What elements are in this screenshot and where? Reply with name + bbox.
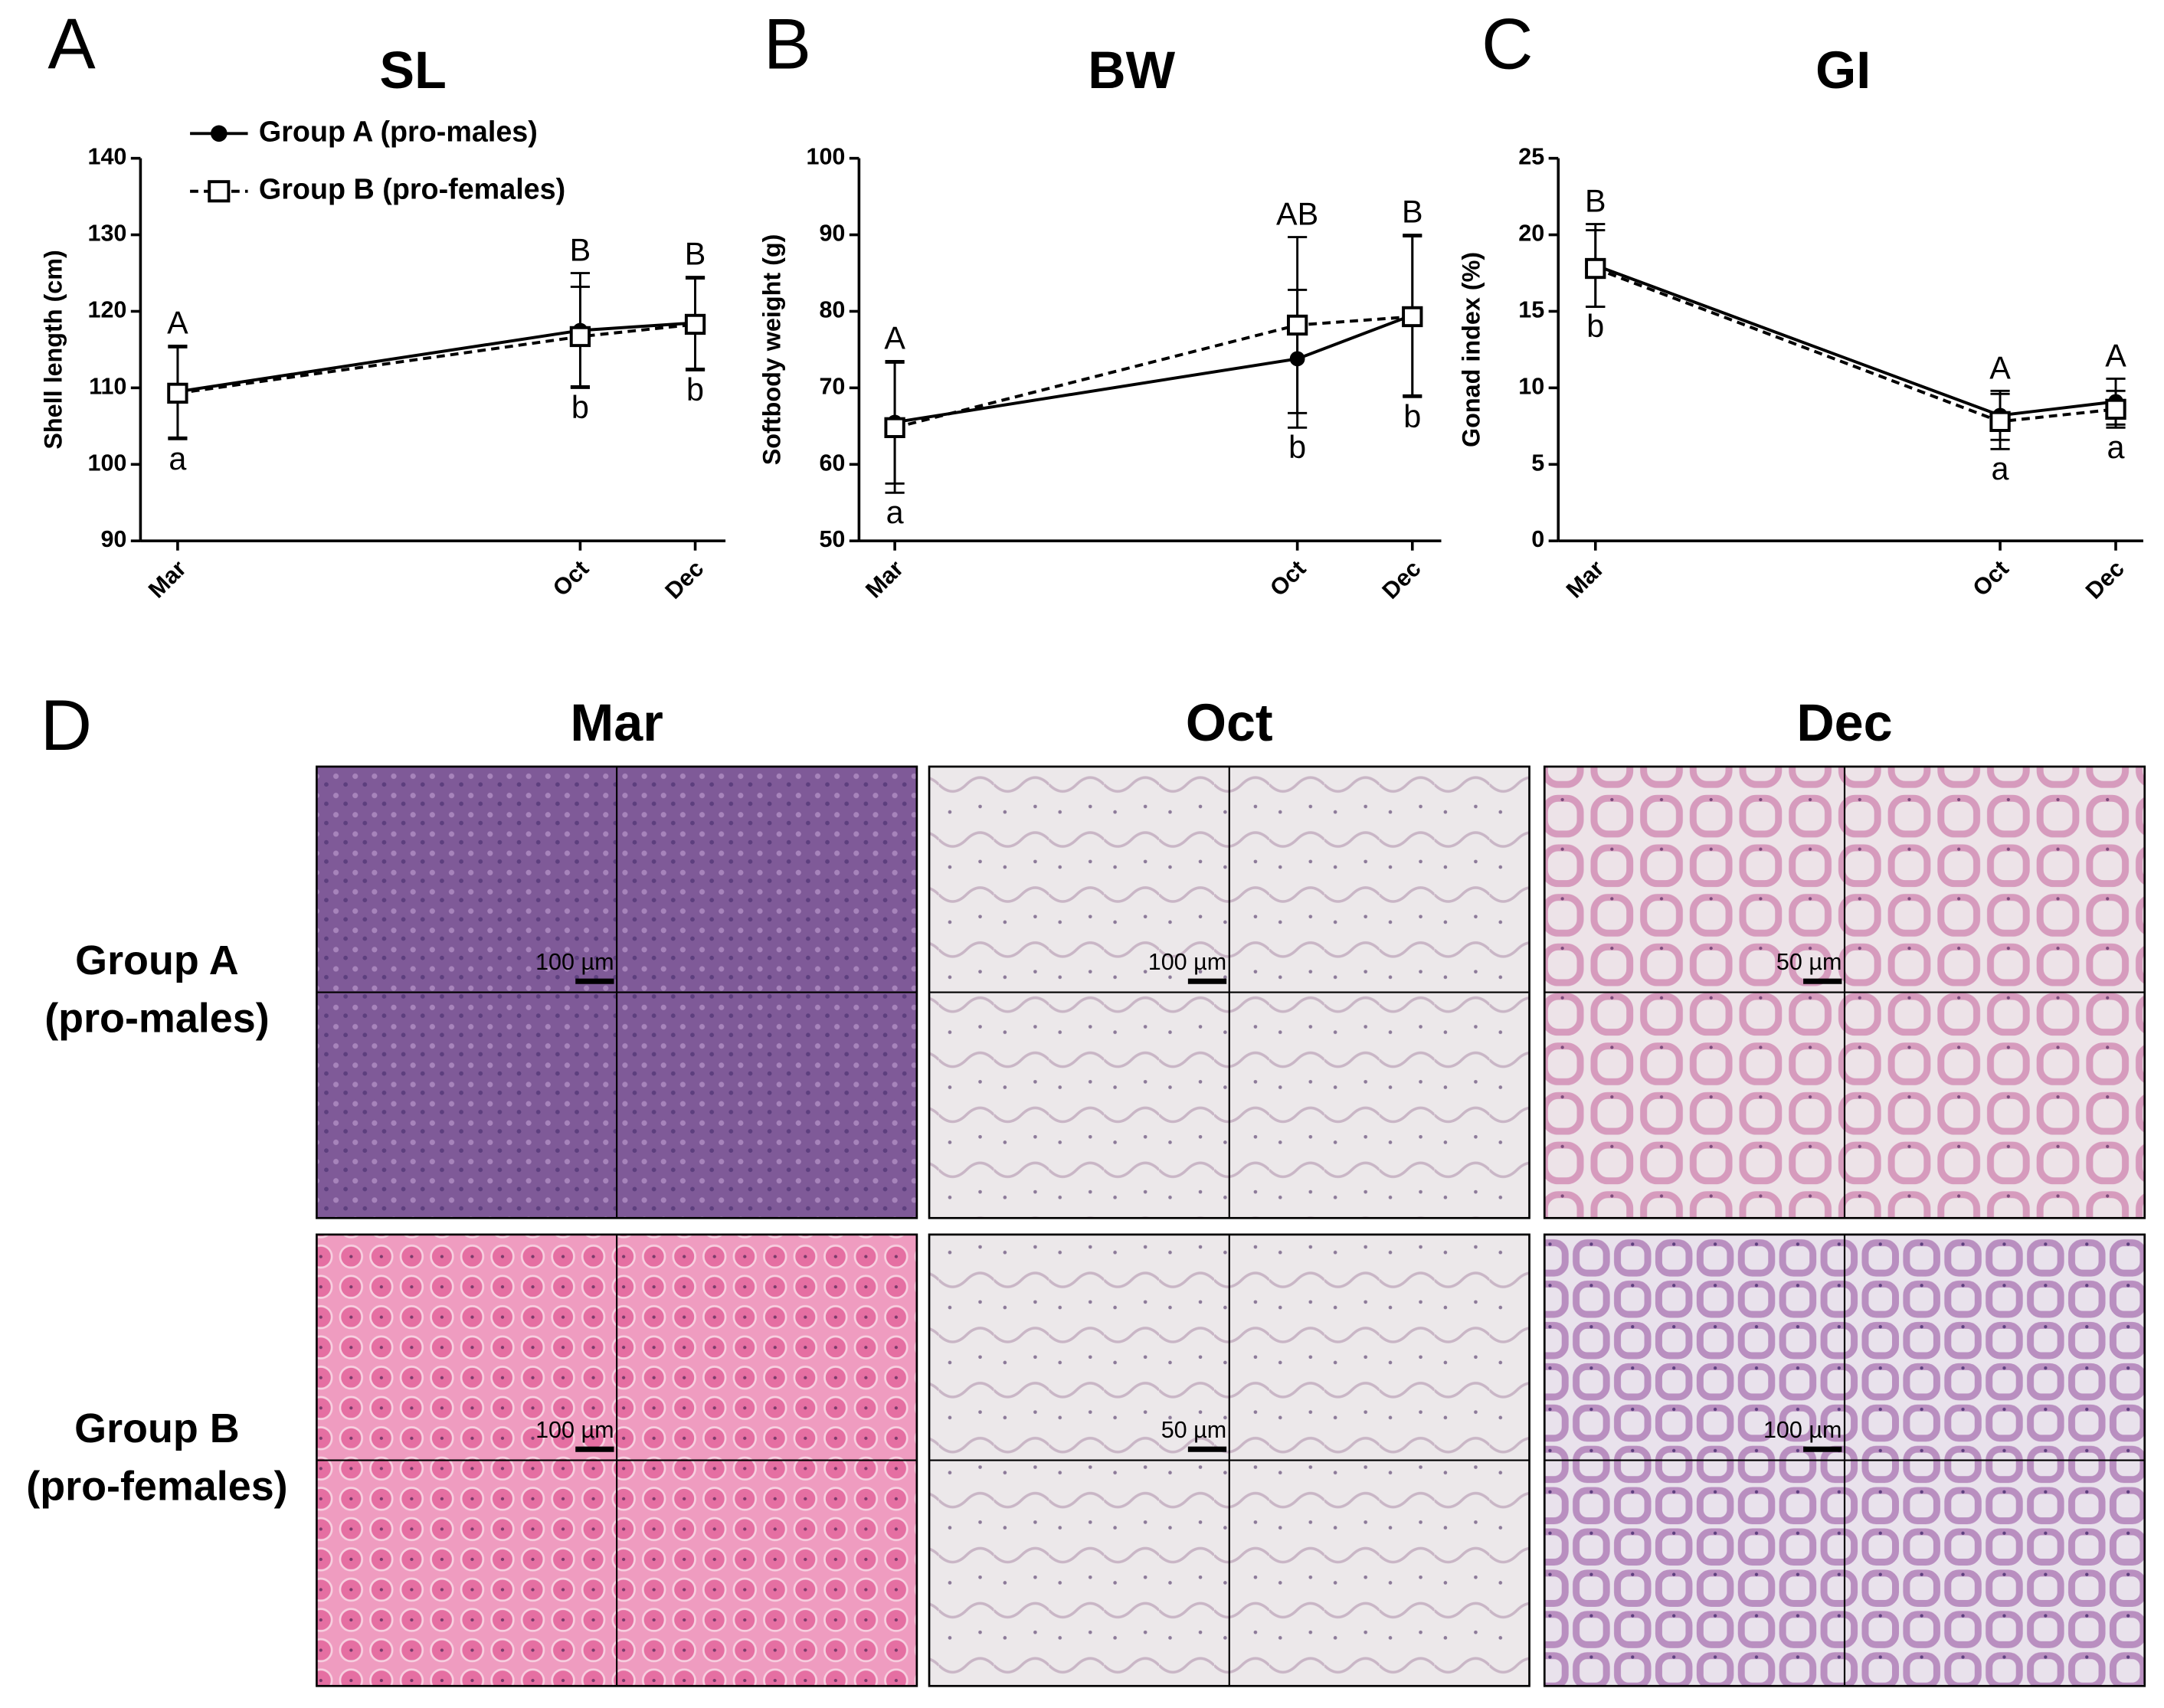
scale-bar-label: 100 µm xyxy=(1763,1417,1842,1443)
panel-label: B xyxy=(764,3,811,83)
y-tick-label: 50 xyxy=(819,526,845,552)
y-axis-label: Gonad index (%) xyxy=(1457,252,1485,447)
x-tick-label: Mar xyxy=(1561,555,1609,604)
marker xyxy=(884,417,905,438)
y-tick-label: 60 xyxy=(819,450,845,476)
row-label: (pro-males) xyxy=(44,996,269,1042)
significance-letter: B xyxy=(570,232,591,267)
significance-letter: A xyxy=(1989,350,2011,385)
significance-letter: B xyxy=(1585,184,1606,219)
marker xyxy=(2105,398,2126,420)
y-tick-label: 140 xyxy=(87,144,126,170)
chart-title: GI xyxy=(1815,41,1871,100)
row-label: Group A xyxy=(75,937,239,983)
y-tick-label: 5 xyxy=(1531,450,1544,476)
scale-bar-label: 100 µm xyxy=(535,1417,614,1443)
x-tick-label: Oct xyxy=(1265,555,1311,601)
x-tick-label: Mar xyxy=(143,555,192,604)
marker xyxy=(1286,314,1308,336)
marker xyxy=(1585,257,1606,280)
legend-marker xyxy=(211,125,228,142)
y-tick-label: 80 xyxy=(819,297,845,323)
y-tick-label: 130 xyxy=(87,221,126,247)
significance-letter: b xyxy=(1403,399,1421,434)
marker xyxy=(1402,306,1423,328)
significance-letter: b xyxy=(571,390,589,425)
y-tick-label: 0 xyxy=(1531,526,1544,552)
y-tick-label: 90 xyxy=(819,221,845,247)
significance-letter: B xyxy=(1402,195,1423,230)
x-tick-label: Dec xyxy=(660,555,709,604)
significance-letter: b xyxy=(1288,430,1306,465)
x-tick-label: Oct xyxy=(1968,555,2014,601)
row-label: (pro-females) xyxy=(26,1464,287,1510)
scale-bar-label: 100 µm xyxy=(535,949,614,975)
scale-bar-label: 50 µm xyxy=(1776,949,1842,975)
significance-letter: A xyxy=(884,320,905,355)
x-tick-label: Oct xyxy=(548,555,594,601)
significance-letter: A xyxy=(167,305,188,340)
legend-label: Group A (pro-males) xyxy=(259,115,538,147)
y-tick-label: 20 xyxy=(1518,221,1544,247)
y-axis-label: Shell length (cm) xyxy=(40,250,67,449)
column-title: Dec xyxy=(1796,694,1892,752)
series-line xyxy=(1595,267,2117,424)
legend-marker xyxy=(208,180,231,203)
panel-label: A xyxy=(47,3,96,83)
y-tick-label: 100 xyxy=(806,144,845,170)
chart-title: SL xyxy=(380,41,447,100)
y-tick-label: 70 xyxy=(819,373,845,399)
panel-label: C xyxy=(1481,3,1533,83)
significance-letter: AB xyxy=(1276,197,1318,232)
significance-letter: b xyxy=(686,372,704,407)
series-line xyxy=(1595,263,2117,417)
significance-letter: a xyxy=(2107,430,2125,465)
x-tick-label: Dec xyxy=(2081,555,2130,604)
y-tick-label: 25 xyxy=(1518,144,1544,170)
x-tick-label: Mar xyxy=(861,555,909,604)
marker xyxy=(1289,351,1305,367)
y-tick-label: 15 xyxy=(1518,297,1544,323)
y-tick-label: 120 xyxy=(87,297,126,323)
legend-label: Group B (pro-females) xyxy=(259,173,565,205)
significance-letter: a xyxy=(886,495,904,530)
row-label: Group B xyxy=(74,1405,240,1451)
y-tick-label: 110 xyxy=(89,373,126,399)
column-title: Oct xyxy=(1186,694,1273,752)
scale-bar-label: 100 µm xyxy=(1148,949,1226,975)
scale-bar-label: 50 µm xyxy=(1161,1417,1226,1443)
series-line xyxy=(894,313,1413,424)
y-axis-label: Softbody weight (g) xyxy=(758,234,786,466)
significance-letter: b xyxy=(1586,309,1604,344)
marker xyxy=(569,326,591,348)
significance-letter: a xyxy=(169,441,186,476)
y-tick-label: 10 xyxy=(1518,373,1544,399)
y-tick-label: 90 xyxy=(100,526,126,552)
marker xyxy=(167,382,188,404)
y-tick-label: 100 xyxy=(87,450,126,476)
panel-label: D xyxy=(41,685,92,765)
column-title: Mar xyxy=(570,694,663,752)
marker xyxy=(1989,411,2011,432)
significance-letter: A xyxy=(2105,338,2126,373)
marker xyxy=(684,313,706,335)
series-line xyxy=(177,322,696,395)
significance-letter: a xyxy=(1992,451,2009,486)
chart-title: BW xyxy=(1088,41,1175,100)
x-tick-label: Dec xyxy=(1377,555,1426,604)
significance-letter: B xyxy=(685,236,706,271)
